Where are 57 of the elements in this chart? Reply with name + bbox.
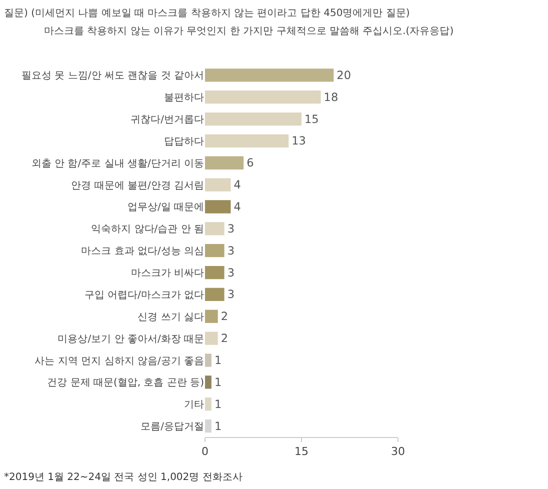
chart-subtitle: 마스크를 착용하지 않는 이유가 무엇인지 한 가지만 구체적으로 말씀해 주십시오.(자유응답) [44,26,454,37]
data-label: 3 [227,288,234,302]
bar [205,354,212,367]
bar [205,134,289,148]
y-tick-label: 업무상/일 때문에 [127,202,204,214]
bar [205,112,302,126]
x-tick-label: 0 [202,445,208,458]
x-tick-label: 15 [294,445,308,458]
data-label: 4 [234,178,241,192]
data-label: 4 [234,200,241,214]
data-label: 1 [214,354,222,367]
data-label: 18 [324,90,338,104]
x-tick-label: 30 [391,445,405,458]
data-label: 20 [336,68,352,82]
data-label: 1 [214,420,222,433]
data-label: 15 [304,112,319,126]
bar [205,68,334,82]
y-tick-label: 외출 안 함/주로 실내 생활/단거리 이동 [31,158,204,170]
bar [205,398,212,411]
bar [205,244,224,258]
data-label: 1 [214,376,222,389]
data-label: 2 [220,310,228,324]
data-label: 1 [214,398,222,411]
bar [205,178,231,192]
y-tick-label: 필요성 못 느낌/안 써도 괜찮을 것 같아서 [22,70,204,82]
y-tick-label: 마스크 효과 없다/성능 의심 [81,246,204,258]
y-tick-label: 답답하다 [164,136,204,148]
bar [205,156,244,170]
bar [205,200,231,214]
bar [205,419,212,433]
data-label: 6 [246,156,254,170]
y-tick-label: 불편하다 [164,92,204,104]
data-label: 13 [292,134,306,148]
bar [205,266,224,280]
data-label: 3 [227,244,234,258]
bar [205,310,218,323]
bar [205,376,212,389]
bar [205,90,321,104]
y-tick-label: 모름/응답거절 [140,422,204,433]
bar [205,222,224,236]
y-tick-label: 익숙하지 않다/습관 안 됨 [91,224,204,236]
data-label: 2 [220,332,228,346]
text: *2019년 1월 22~24일 전국 성인 1,002명 전화조사 [4,472,242,483]
y-tick-label: 마스크가 비싸다 [130,268,204,280]
y-tick-label: 사는 지역 먼지 심하지 않음/공기 좋음 [34,356,204,367]
y-tick-label: 건강 문제 때문(혈압, 호흡 곤란 등) [47,378,204,389]
y-tick-label: 구입 어렵다/마스크가 없다 [84,290,204,301]
chart-title: 질문) (미세먼지 나쁨 예보일 때 마스크를 착용하지 않는 편이라고 답한 450명에게만 질문) [4,8,410,19]
bar [205,332,218,345]
data-label: 3 [227,222,234,236]
data-label: 3 [227,266,234,280]
y-tick-label: 미용상/보기 안 좋아서/화장 때문 [58,334,204,345]
y-tick-label: 귀찮다/번거롭다 [130,114,204,126]
y-tick-label: 신경 쓰기 싫다 [138,312,204,323]
y-tick-label: 기타 [184,400,204,411]
bar [205,288,224,302]
y-tick-label: 안경 때문에 불편/안경 김서림 [71,180,204,192]
